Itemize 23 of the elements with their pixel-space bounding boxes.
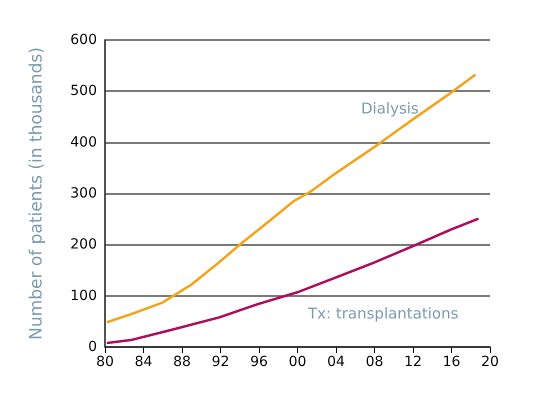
x-tick-label: 92 bbox=[212, 354, 230, 370]
line-series bbox=[106, 74, 476, 324]
annotation: Dialysis bbox=[361, 100, 419, 118]
y-tick-label: 0 bbox=[88, 339, 97, 355]
x-tick-label: 12 bbox=[404, 354, 422, 370]
x-tick-label: 16 bbox=[442, 354, 460, 370]
x-tick-label: 84 bbox=[134, 354, 152, 370]
x-tick-label: 96 bbox=[250, 354, 268, 370]
annotation: Tx: transplantations bbox=[307, 304, 459, 322]
x-tick-label: 20 bbox=[481, 354, 499, 370]
y-axis-title: Number of patients (in thousands) bbox=[26, 47, 46, 340]
y-tick-label: 400 bbox=[70, 134, 97, 150]
y-tick-label: 200 bbox=[70, 236, 97, 253]
x-tick-label: 04 bbox=[327, 354, 345, 370]
y-tick-label: 100 bbox=[70, 288, 97, 304]
y-tick-label: 500 bbox=[70, 83, 97, 100]
x-tick-label: 88 bbox=[173, 354, 191, 370]
y-tick-label: 300 bbox=[70, 186, 97, 202]
x-tick-label: 08 bbox=[366, 354, 384, 370]
x-tick-label: 80 bbox=[96, 354, 114, 370]
y-tick-label: 600 bbox=[70, 32, 97, 48]
line-series bbox=[106, 218, 479, 344]
x-tick-label: 00 bbox=[288, 354, 306, 370]
